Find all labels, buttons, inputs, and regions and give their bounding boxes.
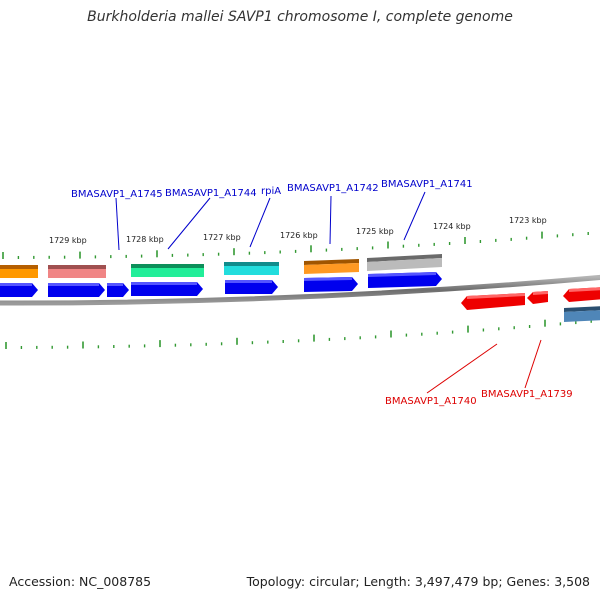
gene-label-bmasavp1-a1745[interactable]: BMASAVP1_A1745 (71, 189, 163, 200)
leader-line-bmasavp1-a1745 (115, 197, 120, 251)
kbp-label-1724: 1724 kbp (433, 222, 471, 231)
gene-label-bmasavp1-a1740[interactable]: BMASAVP1_A1740 (385, 396, 477, 407)
cds-arrow-bmasavp1-a1741[interactable] (368, 272, 442, 288)
kbp-label-1728: 1728 kbp (126, 235, 164, 244)
cds-arrow-rpia[interactable] (225, 280, 278, 294)
feature-track (0, 254, 442, 278)
forward-cds-track (0, 272, 442, 297)
reverse-cds-track (461, 287, 600, 322)
kbp-label-1723: 1723 kbp (509, 216, 547, 225)
kbp-label-1727: 1727 kbp (203, 233, 241, 242)
leader-line-rpia (249, 197, 271, 248)
leader-line-bmasavp1-a1739 (524, 339, 542, 389)
map-title: Burkholderia mallei SAVP1 chromosome I, … (87, 9, 513, 25)
gene-label-bmasavp1-a1741[interactable]: BMASAVP1_A1741 (381, 179, 473, 190)
gene-label-bmasavp1-a1739[interactable]: BMASAVP1_A1739 (481, 389, 573, 400)
leader-line-bmasavp1-a1744 (167, 197, 211, 250)
chromosome-backbone (0, 274, 600, 306)
gene-label-bmasavp1-a1742[interactable]: BMASAVP1_A1742 (287, 183, 379, 194)
cds-arrow-1746[interactable] (0, 283, 38, 297)
leader-line-bmasavp1-a1741 (403, 191, 426, 241)
feature-block-green[interactable] (131, 264, 204, 277)
cds-arrow-bmasavp1-a1744[interactable] (131, 282, 203, 296)
accession-label: Accession: NC_008785 (9, 574, 152, 589)
cds-arrow-bmasavp1-a1739[interactable] (527, 291, 548, 304)
feature-block-cyan[interactable] (224, 262, 279, 275)
feature-block-steelblue[interactable] (564, 306, 600, 322)
cds-arrow-bmasavp1-a1742[interactable] (304, 277, 358, 292)
feature-block-orange-1[interactable] (0, 265, 38, 278)
gene-label-bmasavp1-a1744[interactable]: BMASAVP1_A1744 (165, 188, 257, 199)
genome-summary: Topology: circular; Length: 3,497,479 bp… (246, 574, 590, 589)
gene-label-rpia[interactable]: rpiA (261, 186, 281, 197)
kbp-label-1725: 1725 kbp (356, 227, 394, 236)
cds-arrow-small[interactable] (107, 283, 129, 297)
outer-ruler-ticks (2, 231, 589, 259)
feature-block-orange-2[interactable] (304, 259, 359, 274)
cds-arrow-bmasavp1-a1745[interactable] (48, 283, 105, 297)
leader-line-bmasavp1-a1740 (426, 343, 498, 394)
inner-ruler-ticks (5, 319, 592, 349)
cds-arrow-right-edge[interactable] (563, 287, 600, 302)
kbp-label-1726: 1726 kbp (280, 231, 318, 240)
feature-block-pink[interactable] (48, 265, 106, 278)
feature-block-gray[interactable] (367, 254, 442, 271)
leader-line-bmasavp1-a1742 (329, 195, 332, 245)
cds-arrow-bmasavp1-a1740[interactable] (461, 293, 525, 310)
kbp-label-1729: 1729 kbp (49, 236, 87, 245)
